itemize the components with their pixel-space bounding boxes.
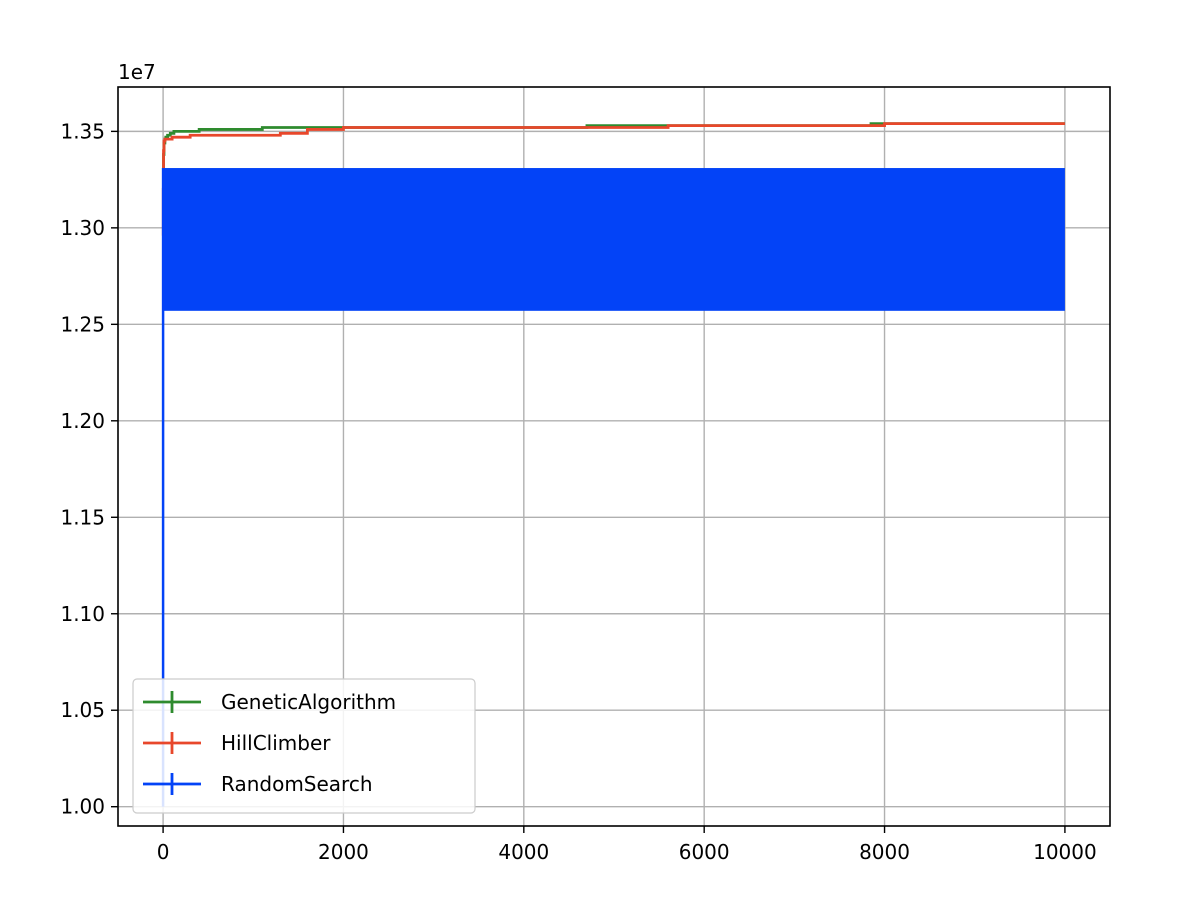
y-offset-label: 1e7 [118, 60, 156, 84]
randomsearch-band [162, 168, 1065, 311]
legend-label: RandomSearch [221, 772, 373, 796]
y-tick-label: 1.10 [60, 602, 105, 626]
axes-frame [117, 86, 1111, 827]
y-tick-label: 1.05 [60, 698, 105, 722]
y-tick-label: 1.30 [60, 216, 105, 240]
x-tick-label: 2000 [318, 840, 369, 864]
y-tick-label: 1.25 [60, 312, 105, 336]
x-tick-label: 0 [157, 840, 170, 864]
legend-label: GeneticAlgorithm [221, 690, 396, 714]
x-tick-label: 6000 [679, 840, 730, 864]
legend: GeneticAlgorithm HillClimber RandomSearch [132, 678, 476, 814]
y-tick-label: 1.15 [60, 505, 105, 529]
x-axis: 0 2000 4000 6000 8000 10000 [157, 826, 1097, 864]
legend-box [132, 678, 476, 814]
legend-label: HillClimber [221, 731, 331, 755]
hillclimber-line [161, 122, 1065, 237]
y-tick-label: 1.20 [60, 409, 105, 433]
x-tick-label: 4000 [498, 840, 549, 864]
y-tick-label: 1.35 [60, 119, 105, 143]
x-tick-label: 10000 [1033, 840, 1097, 864]
plot-area [161, 122, 1065, 807]
y-tick-label: 1.00 [60, 795, 105, 819]
x-tick-label: 8000 [859, 840, 910, 864]
y-axis: 1.00 1.05 1.10 1.15 1.20 1.25 1.30 1.35 [60, 119, 118, 819]
